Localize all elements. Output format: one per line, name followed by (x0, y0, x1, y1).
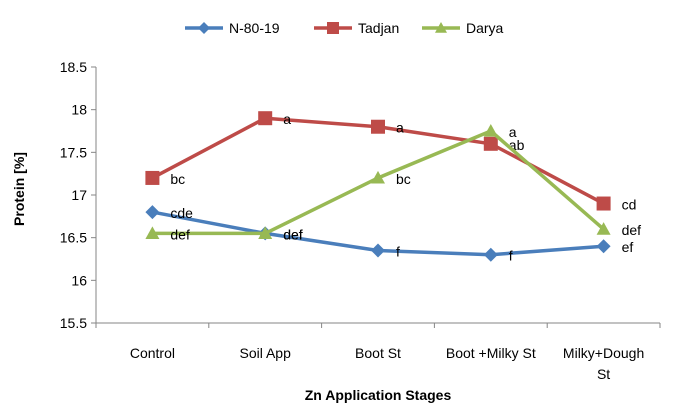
point-label: bc (170, 171, 185, 187)
point-label: a (283, 111, 291, 127)
axes: 15.5 16 16.5 17 17.5 18 18.5 Control Soil App Boo… (60, 59, 661, 382)
point-label: def (622, 222, 642, 238)
data-point (596, 222, 611, 235)
point-label: cd (622, 197, 637, 213)
y-tick-label: 18 (71, 102, 87, 118)
legend-marker (198, 22, 210, 34)
y-tick-label: 17.5 (60, 144, 87, 160)
x-axis-title: Zn Application Stages (305, 387, 452, 403)
y-axis-title: Protein [%] (11, 152, 27, 226)
data-point (258, 111, 273, 126)
point-label: a (396, 120, 404, 136)
x-tick-label: Boot +Milky St (446, 345, 536, 361)
point-label: cde (170, 205, 193, 221)
data-point (371, 243, 385, 258)
point-label: f (396, 243, 400, 259)
legend-label: N-80-19 (229, 20, 280, 36)
series-darya: def def bc a def (145, 124, 641, 242)
legend-item: Tadjan (314, 20, 399, 36)
y-tick-label: 15.5 (60, 315, 87, 331)
legend-item: N-80-19 (185, 20, 280, 36)
point-label: a (509, 124, 517, 140)
data-point (145, 205, 160, 220)
legend-label: Tadjan (358, 20, 399, 36)
y-tick-label: 16 (71, 272, 87, 288)
legend-label: Darya (466, 20, 504, 36)
data-point (483, 136, 498, 151)
point-label: f (509, 248, 513, 264)
data-point (596, 239, 611, 254)
legend-item: Darya (422, 20, 504, 36)
legend-marker (435, 22, 447, 33)
legend: N-80-19 Tadjan Darya (185, 20, 504, 36)
x-tick-label: Control (130, 345, 175, 361)
data-point (483, 247, 498, 262)
x-tick-label: Boot St (355, 345, 401, 361)
y-tick-label: 16.5 (60, 230, 87, 246)
point-label: bc (396, 171, 411, 187)
point-label: def (170, 226, 190, 242)
legend-marker (327, 22, 339, 34)
data-point (483, 124, 498, 137)
y-tick-label: 18.5 (60, 59, 87, 75)
data-point (596, 196, 611, 211)
data-point (258, 226, 273, 239)
point-label: def (283, 226, 303, 242)
data-point (371, 170, 385, 184)
x-tick-label: Soil App (240, 345, 292, 361)
data-point (145, 170, 160, 185)
point-label: ef (622, 239, 634, 255)
data-point (371, 119, 385, 134)
y-tick-label: 17 (71, 187, 87, 203)
data-point (145, 226, 160, 239)
point-label: def (283, 226, 303, 242)
x-tick-label: Milky+Dough St (563, 345, 644, 382)
